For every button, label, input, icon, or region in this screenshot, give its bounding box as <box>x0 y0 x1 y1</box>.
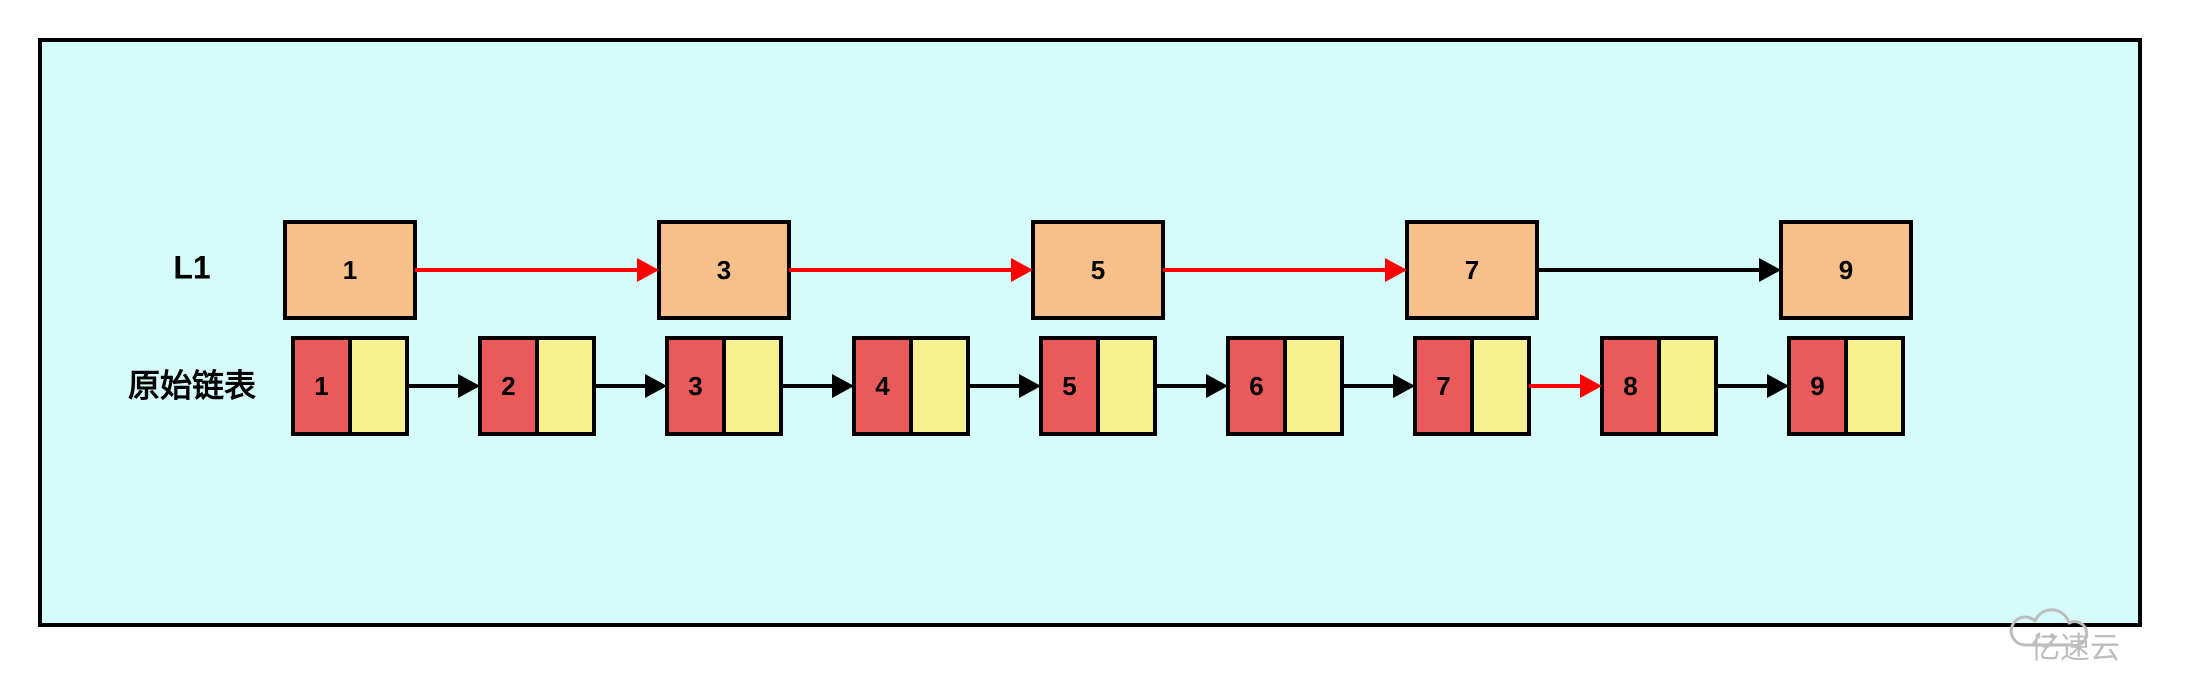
raw-label: 原始链表 <box>128 367 256 403</box>
raw-node-right <box>1472 340 1527 432</box>
l1-node-value: 3 <box>717 255 731 285</box>
raw-node-value: 6 <box>1249 371 1263 401</box>
diagram-svg: L1 原始链表 1 3 5 7 9 1 2 3 4 5 6 7 8 9 亿速云 <box>0 0 2194 676</box>
raw-node-right <box>1098 340 1153 432</box>
watermark-text: 亿速云 <box>2030 632 2120 665</box>
raw-node-right <box>1659 340 1714 432</box>
diagram-canvas: L1 原始链表 1 3 5 7 9 1 2 3 4 5 6 7 8 9 亿速云 <box>0 0 2194 676</box>
raw-node-right <box>1846 340 1901 432</box>
panel <box>40 40 2140 625</box>
raw-node-right <box>911 340 966 432</box>
l1-node-value: 5 <box>1091 255 1105 285</box>
raw-node-value: 1 <box>314 371 328 401</box>
raw-node-value: 4 <box>875 371 890 401</box>
raw-node-right <box>537 340 592 432</box>
raw-node-value: 7 <box>1436 371 1450 401</box>
l1-node-value: 9 <box>1839 255 1853 285</box>
raw-node-value: 5 <box>1062 371 1076 401</box>
raw-node-value: 3 <box>688 371 702 401</box>
raw-node-value: 9 <box>1810 371 1824 401</box>
l1-label: L1 <box>173 249 210 285</box>
raw-node-right <box>1285 340 1340 432</box>
raw-node-value: 2 <box>501 371 515 401</box>
raw-node-value: 8 <box>1623 371 1637 401</box>
raw-node-right <box>724 340 779 432</box>
l1-node-value: 1 <box>343 255 357 285</box>
l1-node-value: 7 <box>1465 255 1479 285</box>
raw-node-right <box>350 340 405 432</box>
